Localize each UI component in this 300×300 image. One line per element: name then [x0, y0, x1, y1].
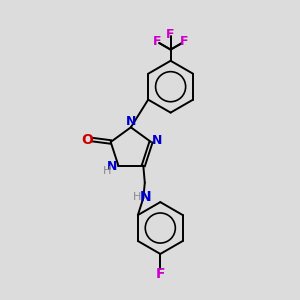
Text: F: F — [156, 267, 165, 281]
Text: F: F — [167, 28, 175, 41]
Text: N: N — [126, 115, 136, 128]
Text: N: N — [140, 190, 152, 205]
Text: N: N — [107, 160, 118, 173]
Text: O: O — [81, 133, 93, 147]
Text: F: F — [153, 35, 162, 48]
Text: H: H — [103, 166, 111, 176]
Text: H: H — [133, 193, 141, 202]
Text: F: F — [180, 35, 188, 48]
Text: N: N — [152, 134, 163, 147]
